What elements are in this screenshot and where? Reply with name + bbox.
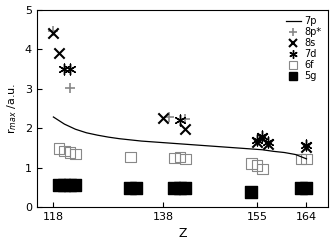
X-axis label: Z: Z [178, 228, 187, 240]
Y-axis label: r$_{max}$ /a.u.: r$_{max}$ /a.u. [6, 83, 19, 134]
Point [67, 183, 72, 187]
Point [56, 51, 61, 55]
Point [304, 157, 309, 161]
Point [67, 67, 72, 71]
Point [304, 143, 309, 147]
Point [62, 149, 67, 153]
Point [56, 183, 61, 187]
Point [56, 147, 61, 151]
Point [161, 116, 166, 120]
Point [304, 145, 309, 149]
Point [166, 115, 172, 119]
Point [260, 136, 265, 140]
Point [73, 183, 78, 187]
Point [67, 151, 72, 154]
Legend: 7p, 8p*, 8s, 7d, 6f, 5g: 7p, 8p*, 8s, 7d, 6f, 5g [284, 15, 324, 83]
Point [254, 164, 260, 168]
Point [183, 157, 188, 161]
Point [51, 29, 56, 33]
Point [183, 117, 188, 121]
Point [249, 162, 254, 166]
Point [67, 86, 72, 90]
Point [260, 167, 265, 171]
Point [172, 186, 177, 190]
Point [62, 183, 67, 187]
Point [128, 186, 133, 190]
Point [183, 127, 188, 131]
Point [177, 186, 183, 190]
Point [177, 118, 183, 122]
Point [298, 186, 304, 190]
Point [265, 142, 271, 146]
Point [265, 140, 271, 144]
Point [260, 134, 265, 138]
Point [133, 186, 139, 190]
Point [51, 31, 56, 35]
Point [298, 157, 304, 161]
Point [254, 138, 260, 142]
Point [128, 155, 133, 159]
Point [73, 152, 78, 156]
Point [177, 155, 183, 159]
Point [249, 190, 254, 194]
Point [254, 140, 260, 144]
Point [172, 156, 177, 160]
Point [183, 186, 188, 190]
Point [304, 186, 309, 190]
Point [62, 67, 67, 71]
